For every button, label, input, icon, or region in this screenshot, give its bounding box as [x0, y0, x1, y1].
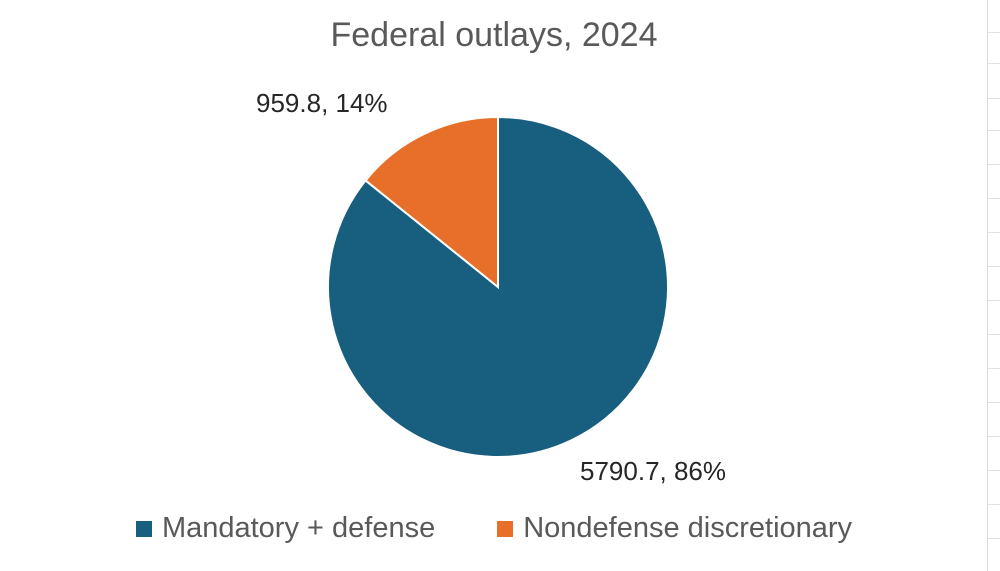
- gridline: [988, 232, 1000, 233]
- gridline: [988, 32, 1000, 33]
- legend-swatch: [135, 520, 152, 537]
- gridline: [988, 198, 1000, 199]
- gridline: [988, 63, 1000, 64]
- gridline: [988, 538, 1000, 539]
- gridline: [988, 504, 1000, 505]
- gridline: [988, 130, 1000, 131]
- legend-item-mandatory-defense: Mandatory + defense: [135, 512, 436, 545]
- gridline: [988, 98, 1000, 99]
- legend: Mandatory + defense Nondefense discretio…: [0, 512, 988, 545]
- chart-title: Federal outlays, 2024: [330, 16, 658, 54]
- legend-label: Mandatory + defense: [161, 512, 436, 544]
- gridline: [988, 300, 1000, 301]
- pie-slice-nondefense-discretionary: [364, 115, 499, 290]
- spreadsheet-gridlines: [987, 0, 1000, 571]
- gridline: [988, 164, 1000, 165]
- legend-label: Nondefense discretionary: [523, 512, 853, 544]
- gridline: [988, 368, 1000, 369]
- gridline: [988, 334, 1000, 335]
- legend-item-nondefense-discretionary: Nondefense discretionary: [497, 512, 852, 545]
- gridline: [988, 470, 1000, 471]
- gridline: [988, 402, 1000, 403]
- legend-swatch: [497, 520, 514, 537]
- data-label-nondefense-discretionary: 959.8, 14%: [256, 88, 388, 118]
- gridline: [988, 436, 1000, 437]
- data-label-mandatory-defense: 5790.7, 86%: [580, 456, 727, 486]
- gridline: [988, 266, 1000, 267]
